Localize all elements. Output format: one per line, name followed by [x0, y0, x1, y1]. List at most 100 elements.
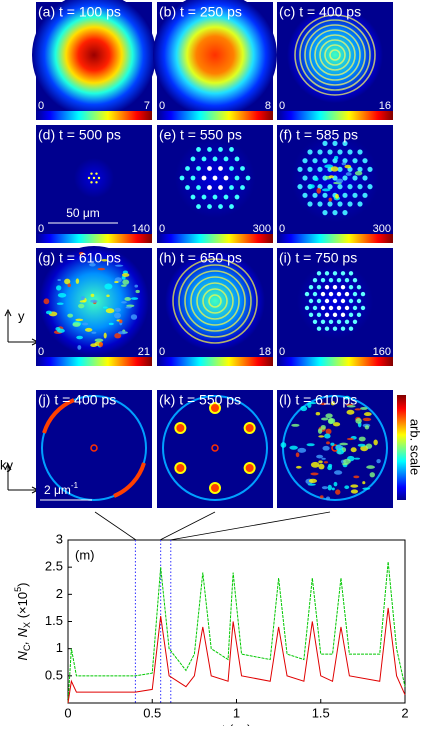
colorbar — [157, 357, 273, 366]
pattern-blob — [125, 306, 132, 309]
pattern-blob — [314, 177, 319, 182]
panel-label: (b) t = 250 ps — [159, 4, 242, 20]
pattern-blob — [119, 319, 123, 324]
pattern-dot — [324, 298, 330, 304]
y-axis-label-part: X — [22, 622, 32, 628]
pattern-blob — [320, 424, 326, 430]
y-axis-label-part: ) — [15, 583, 30, 587]
pattern-blob — [316, 454, 324, 459]
pattern-dot — [347, 184, 353, 190]
panel-label: (j) t = 400 ps — [38, 392, 116, 408]
pattern-dot — [340, 271, 346, 276]
pattern-dot — [307, 149, 313, 155]
pattern-blob — [322, 445, 330, 451]
pattern-dot — [87, 176, 91, 180]
pattern-dot — [340, 298, 346, 304]
pattern-dot — [356, 284, 362, 290]
panel-label: (k) t = 550 ps — [159, 392, 241, 408]
colorbar-min: 0 — [38, 100, 44, 112]
pattern-blob — [84, 327, 93, 332]
pattern-blob — [90, 293, 95, 298]
y-axis-label-part: C — [22, 644, 32, 651]
pattern-dot — [352, 319, 358, 324]
pattern-blob — [101, 259, 108, 262]
colorbar — [277, 111, 393, 120]
colorbar-max: 7 — [144, 100, 150, 112]
pattern-blob — [335, 489, 341, 495]
pattern-blob — [78, 251, 84, 256]
pattern-blob — [318, 460, 323, 464]
pattern-dot — [304, 305, 310, 311]
y-axis-label-part: (×10 — [15, 592, 30, 622]
panel-label: (i) t = 750 ps — [279, 250, 357, 266]
pattern-dot — [316, 298, 322, 304]
pattern-dot — [352, 158, 358, 164]
pattern-dot — [344, 319, 350, 324]
pattern-dot — [229, 204, 234, 209]
pattern-ring — [299, 19, 371, 91]
scale-bar-text: 2 μm — [44, 483, 71, 497]
pattern-dot — [308, 312, 314, 318]
panel-label: (g) t = 610 ps — [38, 250, 121, 266]
pattern-blob — [114, 307, 121, 312]
pattern-blob — [318, 435, 325, 438]
pattern-blob — [130, 314, 138, 320]
x-axis-label-text: t (ns) — [222, 722, 252, 726]
pattern-blob — [113, 312, 121, 319]
pattern-blob — [355, 418, 362, 424]
pattern-blob — [335, 193, 339, 199]
pattern-blob — [346, 409, 355, 415]
pattern-dot — [336, 291, 342, 297]
colorbar-min: 0 — [159, 223, 165, 235]
pattern-dot — [322, 210, 328, 216]
axis-label: y — [18, 308, 25, 323]
pattern-blob — [354, 457, 361, 460]
pattern-dot — [337, 166, 343, 172]
pattern-blob — [67, 283, 72, 288]
heatmap-bg — [36, 390, 152, 508]
colorbar — [36, 357, 152, 366]
pattern-dot — [332, 140, 338, 146]
pattern-dot — [324, 326, 330, 331]
pattern-blob — [56, 302, 64, 305]
pattern-dot — [207, 147, 212, 152]
pattern-dot — [302, 158, 308, 164]
pattern-blob — [333, 481, 338, 487]
pattern-ring — [178, 264, 252, 338]
pattern-dot — [190, 156, 196, 162]
pattern-blob — [121, 301, 127, 304]
x-tick-label: 1 — [233, 705, 240, 720]
pattern-blob — [327, 418, 334, 425]
pattern-blob — [309, 184, 315, 189]
k-spot — [209, 402, 221, 414]
pattern-ring — [294, 14, 376, 96]
pattern-dot — [308, 284, 314, 290]
pattern-dot — [316, 271, 322, 276]
pattern-blob — [310, 472, 319, 476]
pattern-blob — [43, 298, 50, 305]
pattern-blob — [104, 283, 113, 290]
pattern-dot — [223, 194, 229, 200]
pattern-blob — [354, 170, 363, 176]
pattern-blob — [89, 262, 96, 267]
pattern-dot — [357, 166, 363, 172]
k-ring — [41, 395, 147, 501]
pattern-blob — [64, 278, 71, 285]
pattern-dot — [317, 149, 323, 155]
colorbar — [277, 234, 393, 243]
pattern-dot — [324, 271, 330, 276]
pattern-blob — [364, 425, 370, 430]
pattern-blob — [78, 303, 85, 309]
pattern-dot — [356, 298, 362, 304]
colorbar-min: 0 — [279, 223, 285, 235]
heatmap-blob — [287, 7, 383, 103]
heatmap-panel: 0 300 (e) t = 550 ps — [157, 125, 273, 243]
pattern-blob — [289, 445, 298, 450]
x-tick-label: 0 — [64, 705, 71, 720]
pattern-blob — [328, 197, 332, 202]
pattern-dot — [347, 201, 353, 207]
panel-label: (h) t = 650 ps — [159, 250, 242, 266]
pattern-dot — [316, 326, 322, 331]
colorbar — [157, 111, 273, 120]
pattern-blob — [336, 445, 343, 449]
